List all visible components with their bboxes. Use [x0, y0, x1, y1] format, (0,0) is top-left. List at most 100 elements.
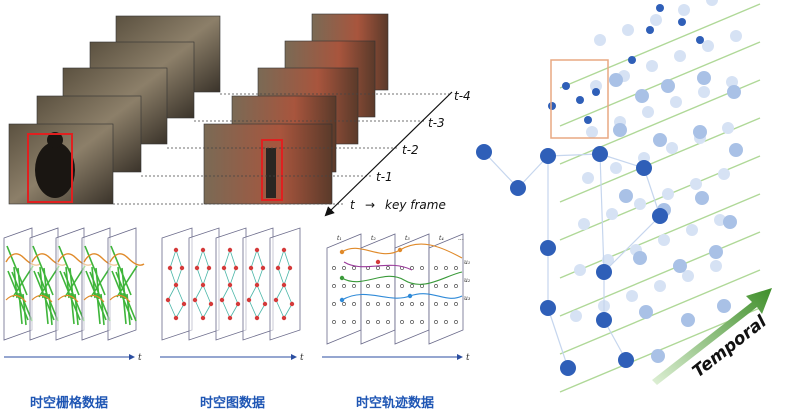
graph-edge [277, 267, 285, 286]
graph-node-light [714, 214, 726, 226]
detection-box [261, 139, 283, 201]
graph-node-mid [633, 251, 647, 265]
graph-edge [175, 303, 185, 319]
caption-trajectory-data: 时空轨迹数据 [356, 395, 434, 411]
graph-edge [275, 299, 285, 319]
graph-node [227, 247, 233, 253]
trajectory-side-label: u₁ [464, 259, 470, 266]
graph-node-light [722, 122, 734, 134]
trajectory-marker [375, 259, 381, 265]
graph-edge [169, 267, 177, 286]
trajectory-point [444, 284, 448, 288]
graph-edge [202, 303, 212, 319]
graph-node [194, 265, 200, 271]
grid-edge [44, 292, 49, 325]
trajectory-point [386, 320, 390, 324]
graph-edge [275, 284, 285, 301]
grid-edge [96, 292, 101, 325]
temporal-edge [559, 269, 761, 355]
graph-edge [283, 303, 293, 319]
temporal-edge [559, 41, 761, 127]
graph-edge [167, 284, 177, 301]
graph-node [208, 301, 214, 307]
trajectory-marker [339, 297, 345, 303]
grid-edge [70, 292, 75, 325]
person-silhouette [35, 142, 75, 198]
graph-node [248, 265, 254, 271]
graph-edge [229, 249, 237, 269]
graph-edge [194, 299, 204, 319]
graph-node-small [548, 102, 556, 110]
graph-node-dark [560, 360, 576, 376]
graph-node-dark [510, 180, 526, 196]
graph-node-light [634, 198, 646, 210]
graph-node-mid [717, 299, 731, 313]
temporal-edge [559, 3, 761, 89]
graph-node-small [646, 26, 654, 34]
graph-node-mid [709, 245, 723, 259]
grid-trajectory [83, 294, 105, 303]
trajectory-point [342, 320, 346, 324]
graph-node [173, 315, 179, 321]
grid-edge [6, 245, 28, 296]
trajectory-top-label: t₄ [439, 235, 444, 242]
graph-edge [175, 267, 183, 286]
trajectory-point [376, 302, 380, 306]
graph-node [221, 265, 227, 271]
graph-node-light [658, 234, 670, 246]
trajectory-point [410, 302, 414, 306]
graph-node [281, 282, 287, 288]
trajectory-point [366, 284, 370, 288]
trajectory-point [376, 320, 380, 324]
detection-box [27, 133, 73, 203]
grid-trajectory [57, 294, 79, 303]
time-label-t: t [350, 198, 356, 212]
trajectory-point [342, 284, 346, 288]
trajectory-point [434, 320, 438, 324]
graph-node-light [702, 40, 714, 52]
graph-node-mid [729, 143, 743, 157]
graph-node [200, 247, 206, 253]
trajectory-point [400, 320, 404, 324]
trajectory-point [434, 284, 438, 288]
graph-node-small [562, 82, 570, 90]
graph-node [260, 265, 266, 271]
trajectory-top-label: t₁ [337, 235, 342, 242]
graph-node-light [666, 142, 678, 154]
graph-node-light [590, 80, 602, 92]
graph-node [287, 265, 293, 271]
graph-node [254, 315, 260, 321]
grid-edge [110, 245, 132, 296]
graph-node-mid [661, 79, 675, 93]
trajectory-point [332, 302, 336, 306]
trajectory-side-label: u₂ [464, 277, 471, 284]
graph-node-light [626, 290, 638, 302]
trajectory-point [454, 302, 458, 306]
grid-edge [122, 292, 127, 325]
graph-node-light [654, 280, 666, 292]
graph-edge [256, 267, 264, 286]
graph-node-dark [476, 144, 492, 160]
graph-node [219, 297, 225, 303]
graph-node [227, 282, 233, 288]
trajectory-point [366, 302, 370, 306]
trajectory-point [410, 320, 414, 324]
graph-data-panels [161, 227, 301, 341]
trajectory-point [434, 302, 438, 306]
graph-node [206, 265, 212, 271]
trajectory-point [332, 320, 336, 324]
graph-edge [547, 307, 569, 369]
grid-trajectory [109, 253, 145, 266]
trajectory-point [352, 284, 356, 288]
graph-edge [221, 299, 231, 319]
graph-node-mid [619, 189, 633, 203]
trajectory-point [420, 320, 424, 324]
graph-node-mid [635, 89, 649, 103]
trajectory-axis-t: t [466, 353, 470, 363]
grid-edge [84, 245, 106, 296]
graph-node-mid [695, 191, 709, 205]
trajectory-curve [343, 261, 413, 271]
graph-edge [603, 215, 661, 273]
temporal-edge [559, 231, 761, 317]
